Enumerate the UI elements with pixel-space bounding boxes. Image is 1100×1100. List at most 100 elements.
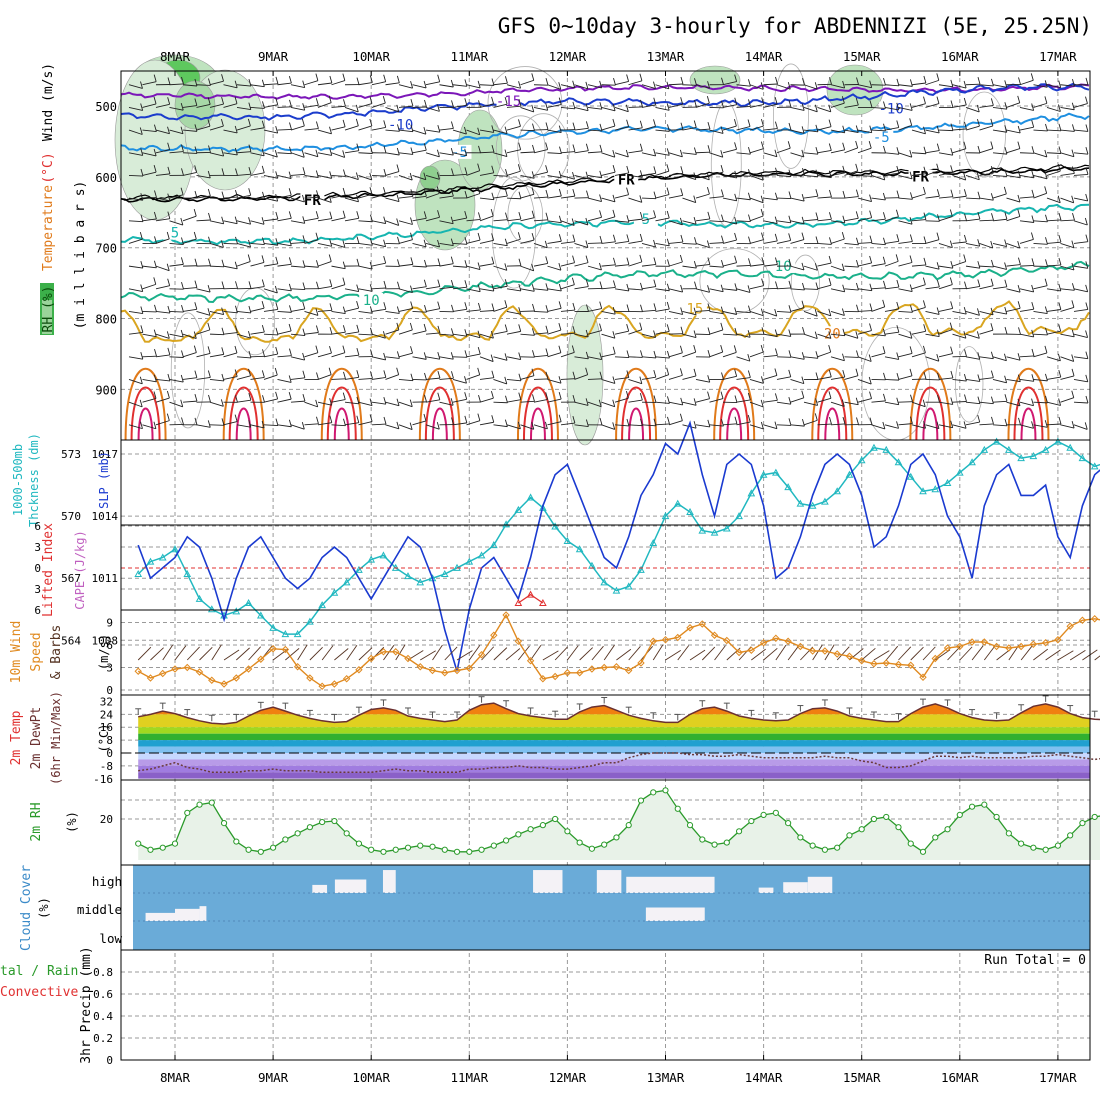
wind-barb: [844, 243, 859, 246]
wind-barb: [331, 174, 346, 177]
wind-barb-flag: [207, 420, 211, 428]
wind-barb: [398, 329, 413, 335]
wind-barb-flag: [490, 391, 494, 399]
wind-barb: [682, 375, 697, 380]
wind-barb-flag: [869, 210, 873, 218]
wind-barb-flag: [1072, 212, 1075, 221]
wind-barb: [385, 311, 400, 314]
wind-barb-flag: [801, 193, 805, 202]
wind-barb-flag: [490, 208, 494, 217]
rh-contour: [790, 254, 820, 312]
wind-barb-flag: [1045, 395, 1048, 403]
wind-speed-point: [870, 660, 878, 668]
wind-barb-flag: [1071, 368, 1075, 377]
wind-barb-flag: [990, 193, 994, 201]
wind-barb-flag: [1044, 420, 1048, 428]
wind-barb: [1046, 401, 1061, 406]
wind-barb-flag: [775, 348, 778, 356]
wind-barb: [682, 401, 697, 406]
wind-barb: [911, 352, 926, 358]
wind-barb: [223, 311, 238, 314]
wind-barb-flag: [531, 232, 535, 241]
wind-barb-flag: [572, 188, 576, 197]
wind-barb-flag: [355, 104, 359, 113]
wind-barb: [385, 220, 399, 226]
wind-barb-flag: [1058, 398, 1062, 406]
wind-barb-flag: [356, 258, 360, 267]
wind-barb-flag: [748, 99, 751, 107]
rh-point: [821, 846, 829, 853]
wind-barb-flag: [424, 99, 427, 108]
wind10m-unit-label: (m/s): [97, 634, 111, 670]
wind-barb-flag: [721, 100, 724, 108]
wind-barb-flag: [1071, 420, 1075, 429]
wind-barb-flag: [585, 171, 589, 179]
wind-speed-point: [1078, 616, 1087, 624]
wind-barb: [776, 424, 792, 426]
wind-barb-flag: [896, 190, 900, 198]
wind-barb-flag: [828, 369, 832, 377]
wind-barb-flag: [478, 394, 481, 403]
wind-barb: [452, 242, 468, 245]
wind-barb: [128, 238, 143, 244]
wind-barb: [965, 106, 980, 113]
wind-barb-flag: [869, 100, 873, 108]
wind-barb-flag: [477, 232, 481, 241]
wind-barb-flag: [207, 346, 211, 354]
wind-barb: [668, 194, 683, 199]
wind-barb-flag: [517, 421, 521, 429]
wind-barb-flag: [194, 98, 198, 106]
wind-barb-flag: [626, 165, 630, 174]
wind-barb-flag: [518, 191, 522, 199]
wind-barb: [992, 379, 1007, 384]
wind-barb-flag: [1004, 394, 1008, 402]
wind-barb: [250, 220, 265, 225]
wind-barb-flag: [856, 77, 859, 85]
wind-barb-flag: [261, 148, 265, 156]
wind-barb-flag: [316, 281, 319, 289]
wind-barb-flag: [639, 254, 643, 262]
wind-barb: [1073, 424, 1088, 430]
wind-barb: [1019, 355, 1035, 358]
wind-barb-flag: [369, 118, 373, 127]
wind-barb-flag: [477, 186, 481, 194]
wind-barb: [628, 240, 643, 244]
wind-barb-flag: [369, 398, 373, 406]
wind-barb: [790, 129, 805, 134]
wind-barb: [155, 379, 170, 382]
wind-barb: [830, 333, 845, 337]
wind-10m-barb: [505, 648, 521, 661]
wind-barb: [938, 196, 953, 199]
wind-barb-flag: [1031, 258, 1035, 266]
wind-barb-flag: [140, 193, 144, 201]
wind-barb-flag: [977, 414, 981, 423]
wind-barb-flag: [1058, 369, 1062, 378]
wind-barb-flag: [369, 261, 373, 270]
wind-barb: [763, 355, 778, 358]
date-label-top: 15MAR: [843, 49, 881, 64]
wind-barb-flag: [139, 376, 143, 384]
wind-barb-flag: [207, 284, 211, 293]
wind-barb: [749, 104, 764, 108]
wind-barb: [358, 265, 373, 270]
wind-barb: [263, 174, 278, 179]
wind-barb: [466, 129, 480, 136]
wind-barb-flag: [896, 373, 900, 381]
wind-barb: [763, 333, 778, 337]
wind-barb: [601, 264, 616, 267]
wind-barb: [857, 217, 872, 222]
wind-barb-flag: [680, 166, 684, 174]
wind-barb: [128, 311, 143, 314]
wind-barb: [425, 265, 441, 267]
wind-barb-flag: [815, 189, 819, 197]
wind-barb: [344, 354, 359, 358]
wind-barb-flag: [599, 262, 602, 271]
wind-barb: [830, 376, 845, 380]
wind-barb-flag: [275, 76, 279, 84]
wind-barb: [817, 423, 832, 426]
wind-barb-flag: [221, 191, 225, 199]
wind-speed-point: [281, 645, 290, 654]
wind-barb: [803, 333, 818, 340]
wind-barb-flag: [167, 305, 171, 314]
wind-barb: [844, 147, 858, 154]
